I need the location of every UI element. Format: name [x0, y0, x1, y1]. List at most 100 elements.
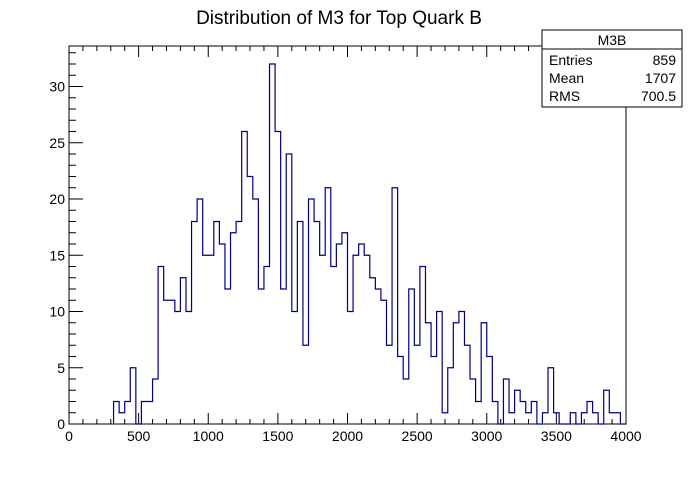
histogram-bin [392, 188, 398, 424]
x-tick-label: 0 [65, 428, 73, 444]
histogram-bin [119, 413, 125, 424]
y-tick-label: 25 [49, 135, 65, 151]
histogram-bin [448, 368, 454, 424]
x-tick-label: 4000 [610, 428, 641, 444]
histogram-bin [548, 368, 554, 424]
histogram-bin [604, 390, 610, 424]
histogram-bin [386, 345, 392, 424]
histogram-bin [359, 244, 365, 424]
histogram-bin [353, 255, 359, 424]
histogram-bin [403, 379, 409, 424]
histogram-bin [476, 402, 482, 425]
histogram-bin [464, 345, 470, 424]
histogram-bin [125, 402, 131, 425]
stats-box: M3B Entries 859 Mean 1707 RMS 700.5 [541, 29, 683, 108]
stats-rms-value: 700.5 [641, 88, 676, 104]
histogram-bin [147, 402, 153, 425]
histogram-bin [164, 300, 170, 424]
histogram-bin [487, 357, 493, 425]
histogram-bin [325, 188, 331, 424]
x-tick-label: 2000 [332, 428, 363, 444]
stats-rms-label: RMS [549, 88, 580, 104]
histogram-bin [253, 199, 259, 424]
histogram-bin [231, 233, 237, 424]
histogram-bin [593, 413, 599, 424]
histogram-bin [531, 402, 537, 425]
histogram-bin [615, 413, 621, 424]
histogram-bin [169, 300, 175, 424]
histogram-bin [197, 199, 203, 424]
histogram-bin [453, 323, 459, 424]
histogram-bin [459, 312, 465, 425]
histogram-bin [275, 132, 281, 425]
histogram-bin [203, 255, 209, 424]
histogram-bin [309, 199, 315, 424]
histogram-bin [520, 402, 526, 425]
stats-entries-label: Entries [549, 52, 593, 68]
histogram-bin [141, 402, 147, 425]
histogram-bin [348, 312, 354, 425]
chart-title: Distribution of M3 for Top Quark B [196, 8, 482, 29]
histogram-bin [342, 233, 348, 424]
stats-mean-label: Mean [549, 70, 584, 86]
histogram-bin [247, 177, 253, 425]
stats-mean-value: 1707 [645, 70, 676, 86]
histogram-bin [242, 132, 248, 425]
histogram-bin [186, 312, 192, 425]
histogram-bin [437, 312, 443, 425]
histogram-bin [114, 402, 120, 425]
histogram-bin [587, 402, 593, 425]
histogram-bin [414, 345, 420, 424]
histogram-bin [297, 222, 303, 425]
x-tick-label: 2500 [402, 428, 433, 444]
histogram-bin [331, 267, 337, 425]
histogram-bin [158, 267, 164, 425]
histogram-bin [270, 64, 276, 424]
x-tick-label: 3000 [471, 428, 502, 444]
histogram-bin [286, 154, 292, 424]
histogram-bin [219, 244, 225, 424]
histogram-bin [225, 289, 231, 424]
histogram-bin [336, 244, 342, 424]
histogram-bin [481, 323, 487, 424]
histogram-bin [370, 278, 376, 424]
histogram-bin [570, 413, 576, 424]
y-tick-label: 30 [49, 79, 65, 95]
histogram-bin [542, 413, 548, 424]
histogram-bin [208, 255, 214, 424]
y-tick-label: 10 [49, 304, 65, 320]
histogram-bin [398, 357, 404, 425]
histogram-bin [175, 312, 181, 425]
stats-box-title: M3B [598, 32, 627, 48]
x-tick-label: 3500 [541, 428, 572, 444]
histogram-bin [258, 289, 264, 424]
histogram-bin [503, 379, 509, 424]
y-tick-label: 20 [49, 191, 65, 207]
histogram-bins [114, 64, 621, 424]
y-tick-label: 0 [57, 416, 65, 432]
histogram-bin [130, 368, 136, 424]
histogram-bin [470, 379, 476, 424]
x-tick-label: 500 [127, 428, 151, 444]
histogram-bin [192, 222, 198, 425]
histogram-bin [264, 267, 270, 425]
histogram-bin [409, 289, 415, 424]
histogram-bin [281, 289, 287, 424]
histogram-bin [509, 413, 515, 424]
histogram-bin [303, 345, 309, 424]
histogram-series [112, 63, 626, 425]
histogram-bin [236, 222, 242, 425]
histogram-bin [214, 222, 220, 425]
histogram-bin [320, 255, 326, 424]
y-tick-label: 5 [57, 360, 65, 376]
histogram-bin [292, 312, 298, 425]
x-tick-label: 1500 [262, 428, 293, 444]
histogram-bin [314, 222, 320, 425]
x-axis: 0 500 1000 1500 2000 2500 3000 3500 4000 [65, 46, 642, 444]
histogram-bin [153, 379, 159, 424]
y-axis: 0 5 10 15 20 25 30 [49, 52, 83, 432]
histogram-bin [375, 289, 381, 424]
histogram-bin [431, 357, 437, 425]
histogram-bin [425, 323, 431, 424]
x-tick-label: 1000 [193, 428, 224, 444]
